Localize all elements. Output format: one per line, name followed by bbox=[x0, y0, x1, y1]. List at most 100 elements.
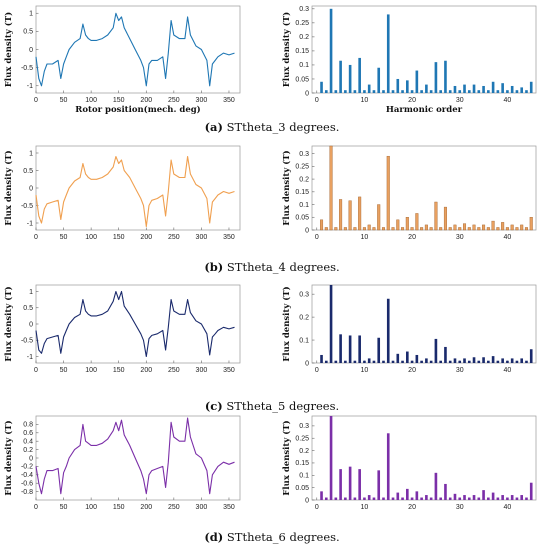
x-tick-label: 50 bbox=[60, 367, 68, 374]
bar-27 bbox=[444, 60, 447, 93]
y-axis-label: Flux density (T) bbox=[281, 150, 292, 225]
y-tick-label: 0 bbox=[29, 321, 33, 328]
x-tick-label: 300 bbox=[196, 234, 208, 241]
bar-29 bbox=[453, 358, 457, 363]
y-tick-label: 0.3 bbox=[299, 423, 309, 430]
bar-25 bbox=[434, 62, 438, 93]
bar-33 bbox=[472, 495, 476, 500]
bar-33 bbox=[472, 84, 476, 93]
bar-30 bbox=[458, 497, 462, 500]
series-line bbox=[35, 417, 235, 495]
x-tick-label: 350 bbox=[223, 234, 235, 241]
bar-6 bbox=[343, 227, 347, 231]
bar-19 bbox=[405, 217, 409, 231]
y-tick-label: 0.25 bbox=[295, 164, 309, 171]
plot-frame bbox=[311, 145, 537, 231]
y-tick-label: 0 bbox=[305, 497, 309, 504]
bar-15 bbox=[386, 155, 390, 231]
x-tick-label: 250 bbox=[168, 234, 180, 241]
y-tick-label: 0.05 bbox=[295, 485, 309, 492]
bar-39 bbox=[501, 83, 504, 93]
bar-25 bbox=[434, 472, 438, 500]
bar-20 bbox=[410, 497, 414, 500]
bar-24 bbox=[429, 90, 433, 93]
x-tick-label: 30 bbox=[456, 97, 464, 104]
bar-30 bbox=[458, 227, 462, 231]
bar-2 bbox=[324, 227, 328, 231]
bar-29 bbox=[453, 85, 457, 93]
bar-15 bbox=[386, 14, 390, 94]
bar-31 bbox=[463, 358, 466, 363]
bar-7 bbox=[348, 64, 352, 93]
bar-1 bbox=[320, 81, 323, 93]
x-tick-label: 30 bbox=[456, 504, 464, 511]
bar-28 bbox=[448, 90, 452, 93]
x-tick-label: 250 bbox=[168, 504, 180, 511]
y-tick-label: 0.2 bbox=[299, 34, 309, 41]
bar-7 bbox=[348, 200, 352, 231]
bar-22 bbox=[420, 90, 423, 93]
y-tick-label: 0.3 bbox=[299, 151, 309, 158]
bar-41 bbox=[510, 85, 514, 93]
bar-2 bbox=[324, 90, 328, 93]
bar-16 bbox=[391, 497, 395, 500]
bar-40 bbox=[506, 360, 509, 363]
x-tick-label: 300 bbox=[196, 97, 208, 104]
bar-30 bbox=[458, 360, 462, 363]
bar-5 bbox=[339, 469, 342, 500]
y-tick-label: -0.4 bbox=[21, 472, 33, 479]
bar-38 bbox=[496, 360, 500, 363]
bar-35 bbox=[482, 224, 486, 231]
y-tick-label: -0.5 bbox=[21, 203, 33, 210]
x-tick-label: 150 bbox=[113, 367, 125, 374]
bar-25 bbox=[434, 338, 438, 363]
bar-1 bbox=[320, 491, 323, 500]
bar-22 bbox=[420, 227, 424, 231]
bar-41 bbox=[510, 495, 514, 500]
bar-9 bbox=[358, 469, 361, 500]
bar-12 bbox=[372, 360, 376, 363]
bar-17 bbox=[396, 219, 400, 231]
bar-18 bbox=[401, 497, 404, 500]
bar-44 bbox=[525, 360, 528, 363]
bar-12 bbox=[372, 497, 376, 500]
bar-1 bbox=[320, 219, 324, 231]
bar-42 bbox=[515, 227, 519, 231]
bar-18 bbox=[401, 90, 404, 93]
y-tick-label: 0.4 bbox=[23, 439, 33, 446]
bar-11 bbox=[367, 495, 371, 500]
bar-23 bbox=[424, 224, 428, 231]
bar-42 bbox=[515, 360, 519, 363]
bar-1 bbox=[320, 354, 323, 363]
caption-b: (b) STtheta_4 degrees. bbox=[204, 260, 339, 274]
bar-9 bbox=[358, 196, 362, 231]
bar-36 bbox=[487, 360, 490, 363]
bar-7 bbox=[348, 466, 352, 500]
bar-35 bbox=[482, 490, 485, 500]
bar-41 bbox=[510, 224, 514, 231]
x-tick-label: 0 bbox=[34, 367, 38, 374]
y-tick-label: -1 bbox=[27, 354, 33, 361]
x-tick-label: 0 bbox=[34, 504, 38, 511]
y-tick-label: 0 bbox=[305, 360, 309, 367]
y-tick-label: 0 bbox=[29, 455, 33, 462]
bar-10 bbox=[363, 360, 366, 363]
bar-12 bbox=[372, 90, 376, 93]
bar-35 bbox=[482, 85, 485, 93]
bar-3 bbox=[329, 416, 333, 500]
bar-8 bbox=[353, 227, 357, 231]
y-tick-label: -0.6 bbox=[21, 481, 33, 488]
y-tick-label: -1 bbox=[27, 83, 33, 90]
bar-29 bbox=[453, 224, 457, 231]
bar-9 bbox=[358, 335, 361, 363]
bar-16 bbox=[391, 360, 395, 363]
bar-28 bbox=[448, 227, 452, 231]
bar-19 bbox=[406, 488, 409, 500]
chart-b-line: -1 -0.5 0 0.5 1 0 50 100 150 200 250 300 350 Flux den… bbox=[3, 145, 241, 241]
y-tick-label: 0.15 bbox=[295, 189, 309, 196]
x-tick-label: 300 bbox=[196, 504, 208, 511]
bar-8 bbox=[353, 90, 357, 93]
y-tick-label: 0.15 bbox=[295, 48, 309, 55]
bar-28 bbox=[448, 497, 452, 500]
bar-19 bbox=[406, 351, 409, 363]
